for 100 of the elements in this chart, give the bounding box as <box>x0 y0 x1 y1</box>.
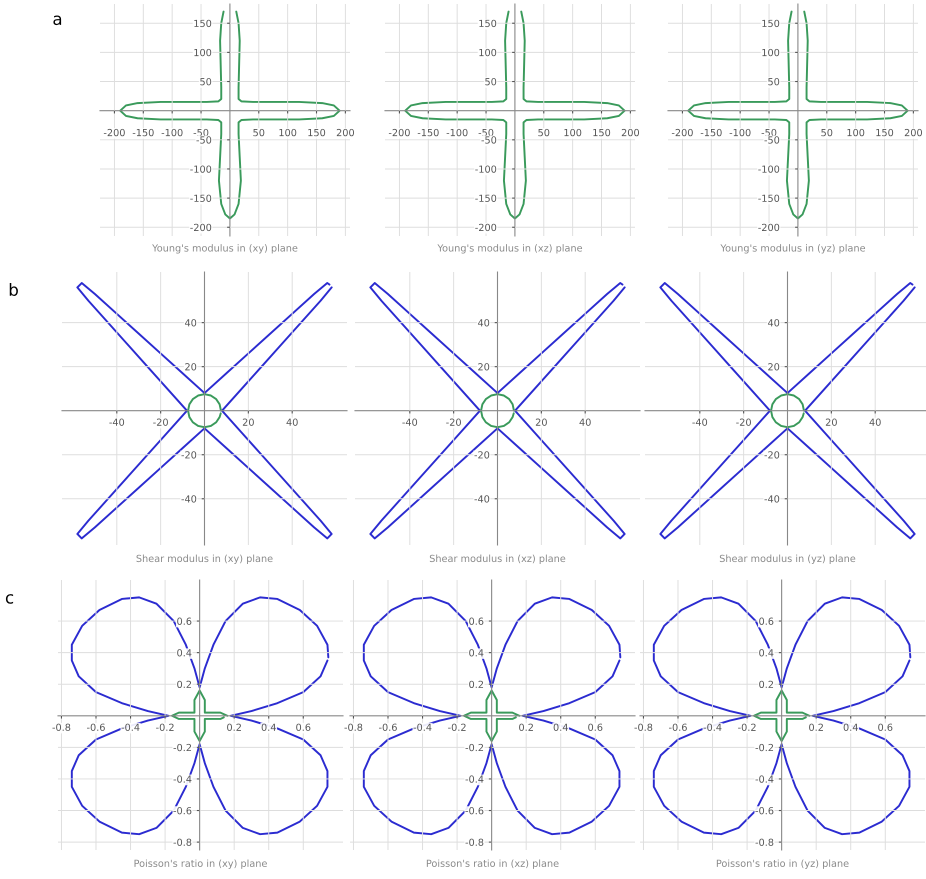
x-tick-label: 0.4 <box>262 724 276 731</box>
y-tick-label: 50 <box>768 78 780 86</box>
x-axis-title: Young's modulus in (xy) plane <box>152 244 298 254</box>
x-tick-label: -150 <box>132 128 154 136</box>
x-tick-label: 200 <box>904 128 922 136</box>
y-tick-label: -150 <box>190 194 212 202</box>
y-tick-label: 40 <box>478 319 490 326</box>
x-tick-label: 0.6 <box>588 724 602 731</box>
x-tick-label: -100 <box>446 128 468 136</box>
x-tick-label: -0.6 <box>378 724 397 731</box>
y-tick-label: -0.2 <box>756 744 774 752</box>
x-tick-label: 0.6 <box>296 724 310 731</box>
x-tick-label: 20 <box>826 418 837 426</box>
x-tick-label: -0.2 <box>738 724 756 731</box>
y-tick-label: -0.2 <box>174 744 192 752</box>
y-tick-label: 150 <box>762 20 780 28</box>
x-tick-label: -0.8 <box>634 724 652 731</box>
x-tick-label: -20 <box>446 418 461 426</box>
y-tick-label: -200 <box>758 224 780 232</box>
x-tick-label: -150 <box>418 128 439 136</box>
y-tick-label: 150 <box>479 20 496 28</box>
y-tick-label: -20 <box>474 451 490 459</box>
x-tick-label: 200 <box>622 128 640 136</box>
y-tick-label: -50 <box>481 136 496 144</box>
x-tick-label: -0.6 <box>668 724 687 731</box>
y-tick-label: -0.6 <box>756 807 774 814</box>
text: c <box>6 594 14 604</box>
x-tick-label: 0.2 <box>227 724 241 731</box>
x-axis-title: Shear modulus in (xz) plane <box>430 554 566 564</box>
x-tick-label: -0.8 <box>52 724 70 731</box>
x-tick-label: -40 <box>692 418 708 426</box>
x-axis-title: Young's modulus in (xz) plane <box>437 244 582 254</box>
x-axis-title: Shear modulus in (yz) plane <box>720 554 856 564</box>
y-tick-label: 0.6 <box>177 618 192 625</box>
x-axis-title: Poisson's ratio in (yz) plane <box>716 859 849 869</box>
x-tick-label: -150 <box>700 128 722 136</box>
y-tick-label: -200 <box>475 224 496 232</box>
y-tick-label: -200 <box>190 224 212 232</box>
y-tick-label: 0.6 <box>469 618 484 625</box>
x-tick-label: 100 <box>279 128 296 136</box>
x-tick-label: -0.4 <box>122 724 140 731</box>
x-tick-label: 50 <box>538 128 550 136</box>
x-tick-label: 0.4 <box>554 724 568 731</box>
x-tick-label: 50 <box>821 128 832 136</box>
x-tick-label: -40 <box>402 418 418 426</box>
x-axis-title: Poisson's ratio in (xz) plane <box>426 859 559 869</box>
y-tick-label: 0.4 <box>469 649 484 656</box>
x-tick-label: 0.4 <box>844 724 858 731</box>
x-tick-label: -0.6 <box>86 724 105 731</box>
y-tick-label: -40 <box>764 495 780 503</box>
y-tick-label: 50 <box>200 78 212 86</box>
y-tick-label: -50 <box>764 136 780 144</box>
y-tick-label: -40 <box>474 495 490 503</box>
x-tick-label: -0.8 <box>344 724 362 731</box>
y-tick-label: 40 <box>768 319 780 326</box>
y-tick-label: 40 <box>184 319 196 326</box>
y-tick-label: 100 <box>194 48 212 56</box>
line-series <box>652 596 912 836</box>
y-tick-label: -50 <box>196 136 212 144</box>
y-tick-label: 0.2 <box>759 680 774 688</box>
y-tick-label: -0.4 <box>466 775 484 783</box>
x-tick-label: -100 <box>162 128 183 136</box>
line-series <box>659 282 916 540</box>
y-tick-label: 0.2 <box>469 680 484 688</box>
x-axis-title: Young's modulus in (yz) plane <box>720 244 866 254</box>
y-tick-label: 50 <box>485 78 496 86</box>
y-tick-label: 100 <box>762 48 780 56</box>
y-tick-label: -0.6 <box>466 807 484 814</box>
y-tick-label: 0.4 <box>177 649 192 656</box>
x-tick-label: 150 <box>876 128 894 136</box>
y-tick-label: -0.8 <box>466 838 484 846</box>
y-tick-label: -0.6 <box>174 807 192 814</box>
x-tick-label: -40 <box>109 418 124 426</box>
x-tick-label: 0.2 <box>809 724 823 731</box>
x-tick-label: 50 <box>253 128 264 136</box>
x-tick-label: 150 <box>308 128 326 136</box>
line-series <box>362 596 622 836</box>
x-axis-title: Poisson's ratio in (xy) plane <box>134 859 267 869</box>
y-tick-label: -20 <box>181 451 196 459</box>
line-series <box>187 393 222 428</box>
x-tick-label: -0.4 <box>704 724 722 731</box>
y-tick-label: 0.2 <box>177 680 192 688</box>
line-series <box>70 596 330 836</box>
x-tick-label: -200 <box>104 128 125 136</box>
y-tick-label: 0.6 <box>759 618 774 625</box>
y-tick-label: -0.8 <box>756 838 774 846</box>
y-tick-label: -150 <box>475 194 496 202</box>
line-series <box>76 282 333 540</box>
x-tick-label: 20 <box>536 418 547 426</box>
y-tick-label: -0.4 <box>174 775 192 783</box>
y-tick-label: -150 <box>758 194 780 202</box>
x-tick-label: 20 <box>242 418 254 426</box>
line-series <box>480 393 515 428</box>
y-tick-label: 150 <box>194 20 212 28</box>
x-tick-label: 0.2 <box>519 724 533 731</box>
y-tick-label: -0.2 <box>466 744 484 752</box>
line-series <box>770 393 805 428</box>
x-axis-title: Shear modulus in (xy) plane <box>136 554 273 564</box>
x-tick-label: 40 <box>286 418 298 426</box>
x-tick-label: -0.4 <box>414 724 432 731</box>
